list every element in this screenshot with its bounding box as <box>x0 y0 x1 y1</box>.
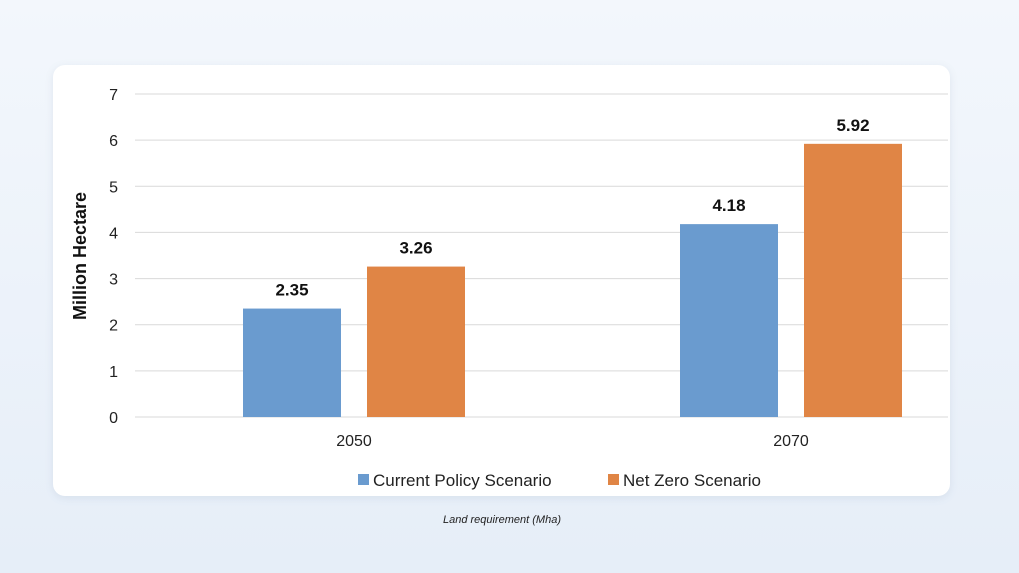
y-axis-label: Million Hectare <box>70 192 90 320</box>
data-label: 3.26 <box>399 239 432 258</box>
bar-current-policy-scenario <box>680 224 778 417</box>
legend-label: Current Policy Scenario <box>373 471 552 490</box>
legend-swatch <box>358 474 369 485</box>
y-tick-label: 4 <box>109 225 118 242</box>
y-tick-label: 7 <box>109 87 118 104</box>
y-tick-label: 0 <box>109 410 118 427</box>
data-label: 4.18 <box>712 196 745 215</box>
data-label: 2.35 <box>275 281 308 300</box>
bar-current-policy-scenario <box>243 308 341 417</box>
y-tick-label: 3 <box>109 272 118 289</box>
legend-label: Net Zero Scenario <box>623 471 761 490</box>
y-tick-label: 1 <box>109 364 118 381</box>
x-tick-label: 2070 <box>773 433 809 450</box>
bar-net-zero-scenario <box>367 266 465 417</box>
chart-caption: Land requirement (Mha) <box>442 514 561 526</box>
y-tick-label: 5 <box>109 179 118 196</box>
bar-net-zero-scenario <box>804 143 902 417</box>
x-tick-label: 2050 <box>336 433 372 450</box>
y-tick-label: 6 <box>109 133 118 150</box>
y-tick-label: 2 <box>109 318 118 335</box>
data-label: 5.92 <box>836 116 869 135</box>
chart-card <box>53 65 950 496</box>
legend-swatch <box>608 474 619 485</box>
